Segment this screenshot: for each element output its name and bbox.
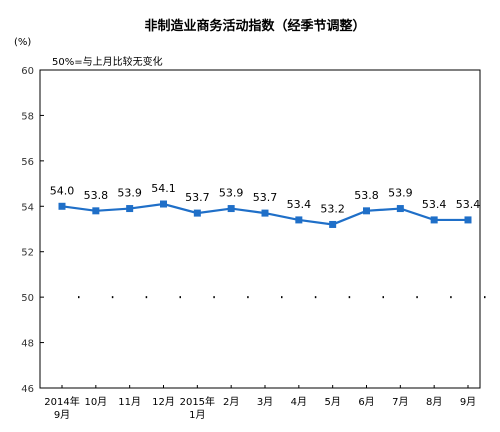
y-tick-label: 52 [21, 248, 34, 259]
data-point [396, 205, 404, 213]
reference-dot [78, 296, 80, 299]
chart-title: 非制造业商务活动指数（经季节调整） [144, 18, 365, 34]
data-point [261, 209, 269, 217]
reference-dot [145, 296, 148, 299]
reference-dot [247, 296, 249, 299]
y-tick-label: 58 [21, 111, 34, 122]
x-tick-label: 12月 [152, 396, 175, 408]
reference-dot [111, 296, 114, 299]
data-label: 53.8 [84, 189, 109, 202]
data-label: 53.7 [253, 191, 278, 204]
data-point [227, 205, 235, 213]
reference-dot [314, 296, 317, 299]
x-tick-label: 1月 [189, 409, 205, 421]
data-point [193, 209, 201, 217]
plot-area [39, 69, 481, 389]
data-point [58, 202, 66, 210]
x-tick-label: 7月 [392, 396, 408, 408]
y-tick-label: 48 [21, 339, 34, 350]
x-tick-label: 9月 [460, 396, 476, 408]
x-tick-label: 9月 [54, 409, 70, 421]
x-tick-label: 2月 [223, 396, 239, 408]
data-point [295, 216, 303, 224]
data-label: 53.9 [117, 187, 142, 200]
data-label: 53.9 [388, 187, 413, 200]
data-label: 53.8 [354, 189, 379, 202]
reference-dot [450, 296, 452, 299]
data-point [464, 216, 472, 224]
reference-dot [382, 296, 384, 299]
data-point [363, 207, 370, 215]
y-tick-label: 60 [21, 66, 34, 77]
y-tick-label: 46 [21, 384, 34, 395]
chart-note: 50%=与上月比较无变化 [52, 55, 163, 68]
data-point [160, 200, 167, 208]
data-label: 53.7 [185, 191, 210, 204]
reference-dot [348, 296, 351, 299]
x-tick-label: 10月 [84, 396, 107, 408]
reference-dot [484, 296, 486, 299]
data-point [92, 207, 100, 215]
x-tick-label: 2015年 [180, 395, 215, 408]
y-tick-label: 56 [21, 157, 34, 168]
reference-dot [179, 296, 181, 299]
y-tick-label: 50 [21, 293, 34, 304]
reference-dot [281, 296, 283, 299]
reference-dot [213, 296, 215, 299]
data-label: 54.1 [151, 182, 176, 195]
data-point [126, 205, 134, 213]
data-label: 53.2 [320, 202, 345, 215]
y-tick-label: 54 [21, 202, 34, 213]
x-tick-label: 11月 [118, 396, 141, 408]
data-label: 53.9 [219, 187, 244, 200]
data-label: 53.4 [456, 198, 481, 211]
reference-dot [416, 296, 418, 299]
x-tick-label: 6月 [358, 396, 374, 408]
x-tick-label: 8月 [426, 396, 442, 408]
data-point [430, 216, 438, 224]
data-label: 54.0 [50, 184, 75, 197]
x-tick-label: 3月 [257, 396, 273, 408]
data-point [329, 220, 337, 228]
y-unit-label: (%) [14, 37, 31, 48]
data-label: 53.4 [287, 198, 312, 211]
x-tick-label: 2014年 [44, 395, 79, 408]
x-tick-label: 5月 [324, 396, 340, 408]
data-label: 53.4 [422, 198, 447, 211]
x-tick-label: 4月 [291, 396, 307, 408]
